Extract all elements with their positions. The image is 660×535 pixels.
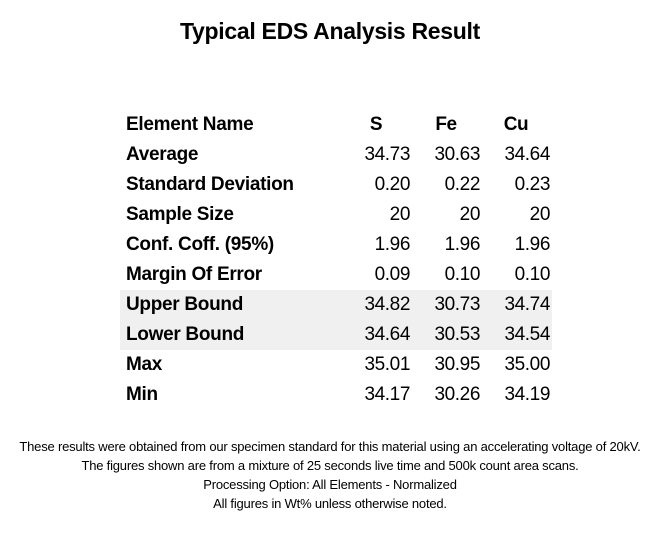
cell-s: 35.01 [364, 354, 410, 375]
footnote-line: The figures shown are from a mixture of … [81, 458, 579, 473]
cell-fe: 30.53 [412, 320, 482, 350]
cell-s: 1.96 [374, 234, 411, 255]
header-element-name: Element Name [126, 114, 254, 135]
row-label: Upper Bound [120, 290, 342, 320]
cell-cu: 0.10 [514, 264, 551, 285]
row-label: Max [126, 354, 163, 375]
header-col-fe: Fe [435, 114, 457, 135]
table-header-row: Element Name S Fe Cu [120, 110, 552, 140]
cell-cu: 34.64 [504, 144, 550, 165]
cell-fe: 30.95 [434, 354, 480, 375]
table-row: Min 34.17 30.26 34.19 [120, 380, 552, 410]
cell-s: 34.17 [364, 384, 410, 405]
table-row: Margin Of Error 0.09 0.10 0.10 [120, 260, 552, 290]
header-col-cu: Cu [503, 114, 529, 135]
cell-cu: 0.23 [514, 174, 551, 195]
cell-s: 34.73 [364, 144, 410, 165]
cell-s: 0.09 [374, 264, 411, 285]
cell-cu: 34.74 [482, 290, 552, 320]
cell-fe: 30.73 [412, 290, 482, 320]
cell-cu: 34.19 [504, 384, 550, 405]
cell-fe: 0.10 [444, 264, 481, 285]
header-col-s: S [369, 114, 383, 135]
page-title: Typical EDS Analysis Result [180, 18, 480, 44]
cell-fe: 30.63 [434, 144, 480, 165]
cell-cu: 20 [529, 204, 551, 225]
table-row: Sample Size 20 20 20 [120, 200, 552, 230]
table-row: Max 35.01 30.95 35.00 [120, 350, 552, 380]
table-row: Lower Bound 34.64 30.53 34.54 [120, 320, 552, 350]
cell-fe: 0.22 [444, 174, 481, 195]
cell-fe: 20 [459, 204, 481, 225]
cell-s: 34.64 [342, 320, 412, 350]
row-label: Min [126, 384, 158, 405]
footnote-line: Processing Option: All Elements - Normal… [203, 477, 457, 492]
table-row: Standard Deviation 0.20 0.22 0.23 [120, 170, 552, 200]
table-row: Average 34.73 30.63 34.64 [120, 140, 552, 170]
row-label: Conf. Coff. (95%) [126, 234, 274, 255]
row-label: Margin Of Error [126, 264, 262, 285]
row-label: Standard Deviation [126, 174, 294, 195]
row-label: Average [126, 144, 199, 165]
cell-s: 34.82 [342, 290, 412, 320]
table-row: Upper Bound 34.82 30.73 34.74 [120, 290, 552, 320]
cell-s: 20 [389, 204, 411, 225]
row-label: Lower Bound [120, 320, 342, 350]
results-table-body: Element Name S Fe Cu Average 34.73 30.63 34… [120, 110, 552, 410]
footnote-line: All figures in Wt% unless otherwise note… [213, 496, 447, 511]
table-row: Conf. Coff. (95%) 1.96 1.96 1.96 [120, 230, 552, 260]
cell-fe: 1.96 [444, 234, 481, 255]
cell-cu: 35.00 [504, 354, 550, 375]
footnotes: These results were obtained from our spe… [0, 437, 660, 513]
cell-cu: 1.96 [514, 234, 551, 255]
cell-fe: 30.26 [434, 384, 480, 405]
cell-s: 0.20 [374, 174, 411, 195]
footnote-line: These results were obtained from our spe… [19, 439, 641, 454]
row-label: Sample Size [126, 204, 234, 225]
cell-cu: 34.54 [482, 320, 552, 350]
eds-results-table: Element Name S Fe Cu Average 34.73 30.63 34… [120, 110, 552, 410]
